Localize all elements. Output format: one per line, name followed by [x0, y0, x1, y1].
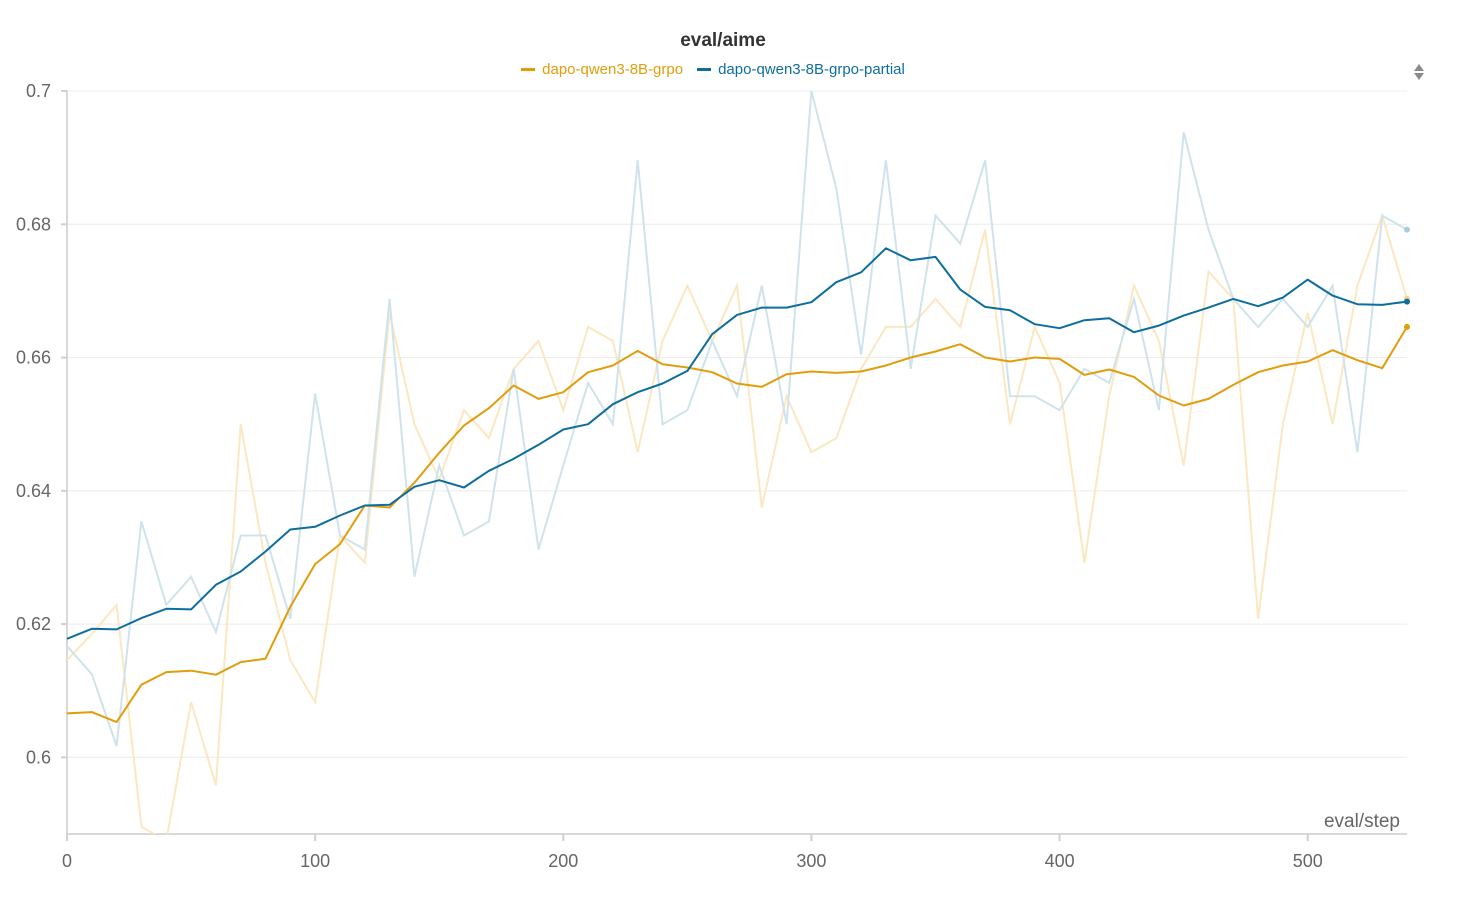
x-tick-label-1: 100 — [300, 851, 330, 871]
series-smoothed-endpoint-grpo-partial — [1404, 298, 1410, 305]
series-smoothed-line-grpo-partial — [66, 247, 1408, 640]
y-tick-label-2: 0.64 — [16, 481, 51, 501]
axes — [66, 91, 1407, 835]
legend-swatch-grpo — [521, 68, 536, 71]
x-tick-label-0: 0 — [62, 851, 72, 871]
y-tick-label-4: 0.68 — [16, 214, 51, 234]
series-raw-line-grpo — [67, 212, 1408, 834]
series-smoothed-line-grpo — [66, 326, 1408, 724]
x-tick-label-4: 400 — [1045, 851, 1075, 871]
series-raw-line-grpo-partial — [67, 90, 1408, 747]
series-lines — [66, 90, 1410, 834]
legend-label-grpo-partial: dapo-qwen3-8B-grpo-partial — [718, 61, 905, 78]
y-axis-ticks: 0.6 0.62 0.64 0.66 0.68 0.7 — [16, 81, 67, 767]
chart-title: eval/aime — [680, 30, 766, 51]
legend-label-grpo: dapo-qwen3-8B-grpo — [542, 61, 684, 78]
grid-lines — [67, 90, 1407, 758]
y-tick-label-0: 0.6 — [26, 747, 51, 767]
legend-entry-grpo-partial[interactable]: dapo-qwen3-8B-grpo-partial — [697, 61, 905, 78]
y-tick-label-3: 0.66 — [16, 348, 51, 368]
x-axis-ticks: 0 100 200 300 400 500 — [62, 834, 1323, 871]
series-smoothed-endpoint-grpo — [1404, 323, 1410, 330]
x-tick-label-3: 300 — [796, 851, 826, 871]
series-raw-endpoint-grpo-partial — [1404, 226, 1410, 233]
y-tick-label-1: 0.62 — [16, 614, 51, 634]
x-tick-label-5: 500 — [1293, 851, 1323, 871]
sort-arrows-icon[interactable] — [1412, 62, 1426, 82]
x-tick-label-2: 200 — [548, 851, 578, 871]
legend-entry-grpo[interactable]: dapo-qwen3-8B-grpo — [521, 61, 683, 78]
y-tick-label-5: 0.7 — [26, 81, 51, 101]
x-axis-title: eval/step — [1324, 811, 1400, 832]
legend-swatch-grpo-partial — [697, 68, 712, 71]
legend: dapo-qwen3-8B-grpo dapo-qwen3-8B-grpo-pa… — [0, 61, 1426, 78]
